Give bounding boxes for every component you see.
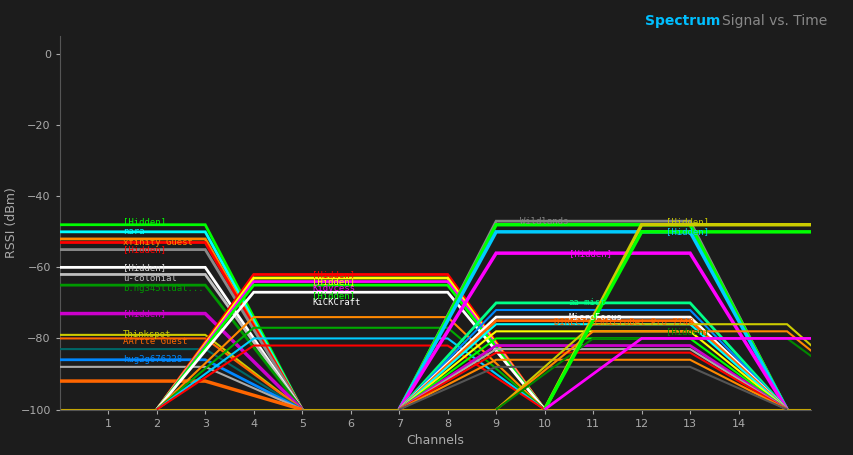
Text: [Hidden]: [Hidden] [123, 245, 165, 254]
Text: DIRECT-35MicroBet Pro 7740: DIRECT-35MicroBet Pro 7740 [554, 318, 693, 327]
Text: [Hidden]: [Hidden] [311, 270, 355, 279]
Text: [Hidden]: [Hidden] [665, 327, 708, 336]
Text: [Hidden]: [Hidden] [665, 217, 708, 226]
Text: Kidvcess: Kidvcess [311, 284, 355, 293]
Text: MicroFocus: MicroFocus [568, 313, 622, 322]
Text: [Hidden]: [Hidden] [123, 309, 165, 318]
Text: b.ng345lldal...: b.ng345lldal... [123, 284, 203, 293]
Text: [Hidden]: [Hidden] [311, 277, 355, 286]
X-axis label: Channels: Channels [406, 434, 464, 447]
Text: [Hidden]: [Hidden] [311, 291, 355, 300]
Text: u-colonial: u-colonial [123, 273, 177, 283]
Text: xfinity Guest: xfinity Guest [123, 238, 193, 247]
Text: nara: nara [123, 228, 144, 236]
Text: Signal vs. Time: Signal vs. Time [721, 14, 826, 28]
Text: Wildlands: Wildlands [519, 217, 568, 226]
Text: Spectrum: Spectrum [644, 14, 719, 28]
Text: aa-mist: aa-mist [568, 298, 606, 308]
Text: Thinkspot: Thinkspot [123, 330, 171, 339]
Text: hug2g676228: hug2g676228 [123, 355, 182, 364]
Text: [Hidden]: [Hidden] [123, 217, 165, 226]
Text: [Hidden]: [Hidden] [123, 263, 165, 272]
Text: [Hidden]: [Hidden] [568, 248, 611, 258]
Y-axis label: RSSI (dBm): RSSI (dBm) [4, 187, 18, 258]
Text: [Hidden]: [Hidden] [665, 228, 708, 236]
Text: AArtte Guest: AArtte Guest [123, 338, 187, 347]
Text: KiCKCraft: KiCKCraft [311, 298, 360, 308]
